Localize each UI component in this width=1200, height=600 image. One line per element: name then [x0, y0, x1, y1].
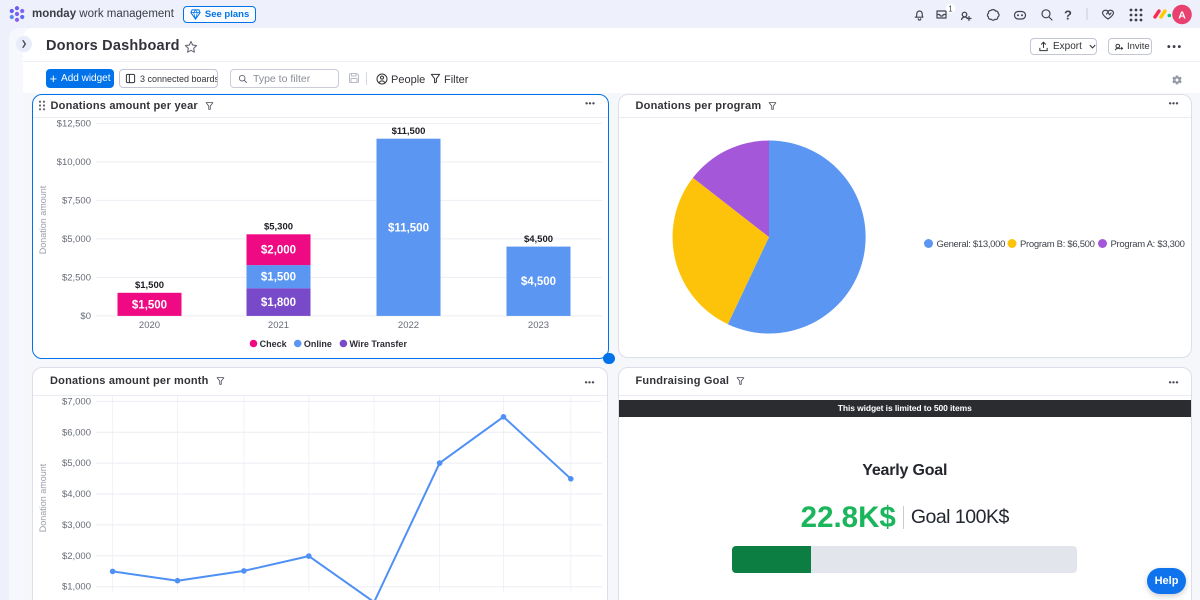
- svg-text:$1,500: $1,500: [260, 271, 295, 283]
- svg-text:Check: Check: [259, 339, 287, 349]
- svg-text:2022: 2022: [397, 320, 418, 331]
- svg-text:Donation amount: Donation amount: [38, 185, 48, 254]
- svg-text:$5,000: $5,000: [62, 458, 91, 469]
- svg-text:2020: 2020: [138, 320, 159, 331]
- svg-text:$3,000: $3,000: [62, 519, 91, 530]
- svg-text:$4,500: $4,500: [523, 233, 552, 244]
- svg-text:General: $13,000: General: $13,000: [936, 239, 1005, 250]
- svg-text:?: ?: [1064, 8, 1072, 23]
- svg-text:$2,000: $2,000: [260, 244, 295, 256]
- svg-text:$0: $0: [80, 310, 91, 321]
- svg-text:$11,500: $11,500: [391, 126, 425, 137]
- svg-text:$1,000: $1,000: [62, 581, 91, 592]
- svg-text:$1,500: $1,500: [134, 280, 163, 291]
- svg-text:$11,500: $11,500: [388, 222, 429, 234]
- svg-text:$7,000: $7,000: [62, 396, 91, 407]
- svg-text:Donation amount: Donation amount: [38, 463, 48, 532]
- svg-text:Online: Online: [303, 339, 331, 349]
- svg-text:A: A: [1178, 9, 1186, 21]
- svg-text:2021: 2021: [267, 320, 288, 331]
- svg-text:$10,000: $10,000: [56, 156, 90, 167]
- svg-text:$4,000: $4,000: [62, 489, 91, 500]
- svg-text:Program A: $3,300: Program A: $3,300: [1110, 239, 1184, 250]
- svg-text:$5,300: $5,300: [263, 221, 292, 232]
- svg-text:Wire Transfer: Wire Transfer: [349, 339, 407, 349]
- svg-text:Program B: $6,500: Program B: $6,500: [1020, 239, 1095, 250]
- svg-text:$2,500: $2,500: [61, 272, 90, 283]
- svg-text:$1,500: $1,500: [131, 299, 166, 311]
- svg-text:1: 1: [948, 5, 953, 14]
- svg-text:$6,000: $6,000: [62, 427, 91, 438]
- svg-text:$5,000: $5,000: [61, 233, 90, 244]
- svg-text:2023: 2023: [527, 320, 548, 331]
- svg-text:$4,500: $4,500: [520, 276, 555, 288]
- svg-text:$12,500: $12,500: [56, 118, 90, 129]
- svg-text:$2,000: $2,000: [62, 550, 91, 561]
- svg-text:$1,800: $1,800: [260, 297, 295, 309]
- svg-text:$7,500: $7,500: [61, 195, 90, 206]
